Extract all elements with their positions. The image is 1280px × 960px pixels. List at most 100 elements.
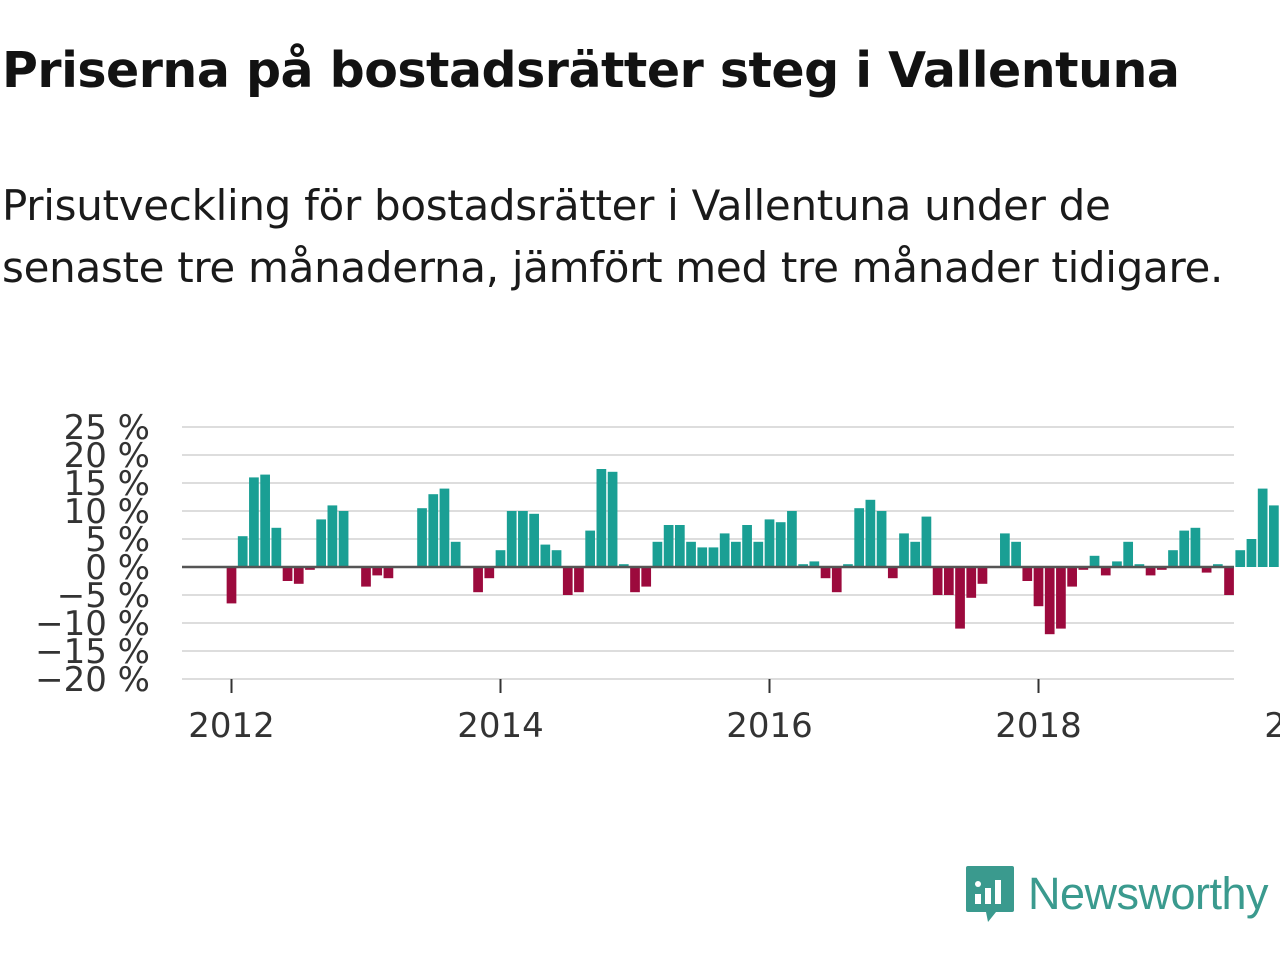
- bar: [843, 564, 853, 567]
- bar: [260, 474, 270, 567]
- y-tick-label: 5 %: [85, 520, 150, 560]
- bar: [1212, 564, 1223, 567]
- y-tick-label: 15 %: [64, 464, 150, 504]
- bar: [708, 547, 719, 567]
- chart-title: Priserna på bostadsrätter steg i Vallent…: [2, 42, 1180, 99]
- bar: [1067, 567, 1077, 587]
- bar: [1190, 527, 1201, 567]
- bar: [1112, 561, 1122, 567]
- x-tick-label: 2020: [1264, 706, 1280, 746]
- bar: [876, 511, 887, 567]
- bar: [798, 564, 808, 567]
- bar: [697, 547, 708, 567]
- bar: [1246, 539, 1257, 567]
- bar: [518, 511, 528, 567]
- bar: [226, 567, 237, 604]
- bar: [966, 567, 977, 598]
- x-tick-label: 2014: [457, 706, 544, 746]
- bar: [305, 567, 315, 570]
- bar: [551, 550, 562, 567]
- bar: [899, 533, 909, 567]
- bar: [652, 541, 663, 567]
- bar: [932, 567, 943, 595]
- bar: [1033, 567, 1044, 607]
- bar: [450, 541, 461, 567]
- newsworthy-logo-text: Newsworthy: [1028, 868, 1269, 919]
- bar: [809, 561, 820, 567]
- bar: [943, 567, 954, 595]
- bar: [495, 550, 506, 567]
- bar: [1145, 567, 1156, 576]
- bar: [1134, 564, 1145, 567]
- bar: [865, 499, 876, 567]
- bar: [955, 567, 965, 629]
- bar: [854, 508, 865, 567]
- bar: [338, 511, 349, 567]
- bar: [282, 567, 293, 581]
- bar: [1011, 541, 1021, 567]
- bar: [529, 513, 539, 567]
- bar: [1156, 567, 1167, 570]
- bar: [562, 567, 573, 595]
- x-tick-label: 2012: [188, 706, 275, 746]
- bar: [473, 567, 483, 593]
- bar: [540, 544, 551, 567]
- bar: [719, 533, 730, 567]
- bar: [630, 567, 640, 593]
- y-tick-label: −15 %: [35, 632, 150, 672]
- bar: [1224, 567, 1234, 595]
- bar-chart: 25 %20 %15 %10 %5 %0 %−5 %−10 %−15 %−20 …: [35, 408, 1280, 746]
- bar: [1235, 550, 1246, 567]
- bar: [417, 508, 427, 567]
- y-tick-label: 25 %: [64, 408, 150, 448]
- bar: [764, 519, 775, 567]
- bar: [753, 541, 764, 567]
- bar: [641, 567, 652, 587]
- bar: [1257, 488, 1268, 567]
- bar: [674, 525, 685, 567]
- y-tick-label: −20 %: [35, 660, 150, 700]
- bar: [585, 530, 596, 567]
- bar: [820, 567, 831, 579]
- bar: [731, 541, 741, 567]
- bar: [574, 567, 584, 593]
- axis-labels: 25 %20 %15 %10 %5 %0 %−5 %−10 %−15 %−20 …: [35, 408, 1280, 746]
- bars: [226, 469, 1279, 635]
- bar: [249, 477, 259, 567]
- bar: [372, 567, 383, 576]
- bar: [1269, 505, 1279, 567]
- y-tick-label: 0 %: [85, 548, 150, 588]
- bar: [607, 471, 618, 567]
- newsworthy-logo-icon: [966, 866, 1014, 922]
- newsworthy-logo: Newsworthy: [964, 864, 1269, 924]
- bar: [484, 567, 495, 579]
- bar: [787, 511, 797, 567]
- bar: [921, 516, 932, 567]
- bar: [271, 527, 282, 567]
- bar: [742, 525, 752, 567]
- bar: [775, 522, 786, 567]
- bar: [383, 567, 394, 579]
- bar: [1000, 533, 1010, 567]
- y-tick-label: 20 %: [64, 436, 150, 476]
- bar: [910, 541, 921, 567]
- bar: [327, 505, 338, 567]
- bar: [428, 494, 439, 567]
- bar: [1100, 567, 1111, 576]
- y-tick-label: 10 %: [64, 492, 150, 532]
- bar: [316, 519, 327, 567]
- y-tick-label: −10 %: [35, 604, 150, 644]
- bar: [596, 469, 607, 567]
- x-tick-label: 2018: [995, 706, 1082, 746]
- bar: [439, 488, 450, 567]
- bar: [1179, 530, 1190, 567]
- bar: [1123, 541, 1134, 567]
- bar: [887, 567, 898, 579]
- bar: [237, 536, 248, 567]
- bar: [831, 567, 842, 593]
- bar: [1022, 567, 1033, 581]
- x-tick-label: 2016: [726, 706, 813, 746]
- bar: [977, 567, 988, 584]
- axes: [182, 565, 1234, 693]
- y-tick-label: −5 %: [57, 576, 150, 616]
